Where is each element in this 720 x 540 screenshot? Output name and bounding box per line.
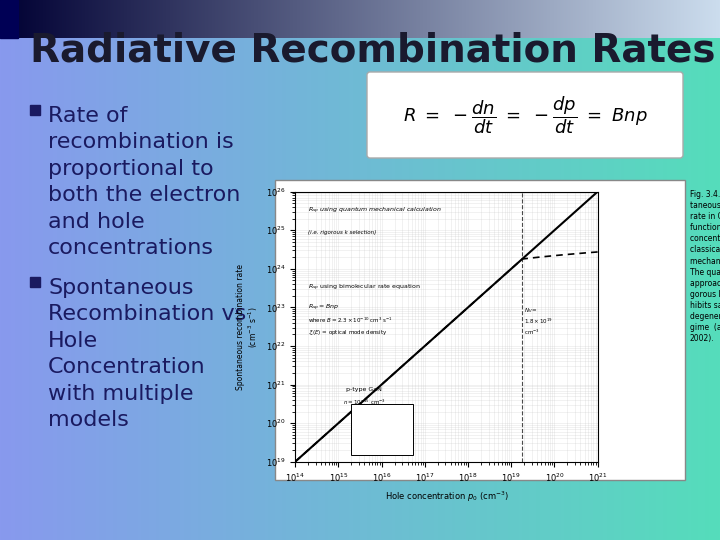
Text: where $B = 2.3 \times 10^{-10}$ cm$^3$ s$^{-1}$: where $B = 2.3 \times 10^{-10}$ cm$^3$ s… xyxy=(308,316,393,325)
Text: (i.e. rigorous k selection): (i.e. rigorous k selection) xyxy=(308,230,377,235)
Text: $n = 10^{-15}$ cm$^{-3}$: $n = 10^{-15}$ cm$^{-3}$ xyxy=(343,397,386,407)
$R_{sp}$ bimolecular xyxy=(578,202,587,208)
FancyBboxPatch shape xyxy=(275,180,685,480)
FancyBboxPatch shape xyxy=(367,72,683,158)
Text: $T = 300$ K: $T = 300$ K xyxy=(351,414,379,422)
$R_{sp}$ bimolecular xyxy=(567,212,576,218)
$R_{sp}$ bimolecular xyxy=(291,458,300,465)
Text: $\mathcal{Z}(E)$ = optical mode density: $\mathcal{Z}(E)$ = optical mode density xyxy=(308,328,388,338)
Bar xyxy=(0,0,18,38)
X-axis label: Hole concentration $p_0$ (cm$^{-3}$): Hole concentration $p_0$ (cm$^{-3}$) xyxy=(384,489,508,504)
$R_{sp}$ QM xyxy=(593,249,602,255)
$R_{sp}$ bimolecular xyxy=(309,442,318,449)
Line: $R_{sp}$ bimolecular: $R_{sp}$ bimolecular xyxy=(295,192,598,462)
$R_{sp}$ QM xyxy=(578,250,587,256)
$R_{sp}$ bimolecular xyxy=(303,448,312,454)
$R_{sp}$ QM xyxy=(372,387,380,393)
Line: $R_{sp}$ QM: $R_{sp}$ QM xyxy=(295,252,598,462)
Text: Fig. 3.4. Calculated spon-
taneous  recombination
rate in GaN at 300 K as a
func: Fig. 3.4. Calculated spon- taneous recom… xyxy=(690,190,720,343)
FancyBboxPatch shape xyxy=(351,404,413,455)
$R_{sp}$ QM xyxy=(303,448,312,454)
Text: Spontaneous
Recombination vs
Hole
Concentration
with multiple
models: Spontaneous Recombination vs Hole Concen… xyxy=(48,278,246,430)
Bar xyxy=(30,105,40,115)
$R_{sp}$ QM xyxy=(309,442,318,449)
Text: $R_{sp}$ using quantum mechanical calculation: $R_{sp}$ using quantum mechanical calcul… xyxy=(308,206,442,216)
Y-axis label: Spontaneous recombination rate
(cm$^{-3}$ s$^{-1}$): Spontaneous recombination rate (cm$^{-3}… xyxy=(235,264,260,390)
$R_{sp}$ QM xyxy=(291,458,300,465)
$R_{sp}$ QM xyxy=(347,408,356,415)
Text: $N_V =$
$1.8 \times 10^{19}$
cm$^{-3}$: $N_V =$ $1.8 \times 10^{19}$ cm$^{-3}$ xyxy=(524,306,553,336)
$R_{sp}$ bimolecular xyxy=(593,188,602,195)
Bar xyxy=(30,277,40,287)
Text: Radiative Recombination Rates: Radiative Recombination Rates xyxy=(30,31,716,69)
$R_{sp}$ bimolecular xyxy=(347,408,356,415)
$R_{sp}$ bimolecular xyxy=(372,387,380,393)
Text: $R_{sp}$ using bimolecular rate equation: $R_{sp}$ using bimolecular rate equation xyxy=(308,283,421,293)
Text: $R_{sp} = Bnp$: $R_{sp} = Bnp$ xyxy=(308,303,339,313)
Text: Rate of
recombination is
proportional to
both the electron
and hole
concentratio: Rate of recombination is proportional to… xyxy=(48,106,240,258)
Text: $R\ =\ -\dfrac{dn}{dt}\ =\ -\dfrac{dp}{dt}\ =\ Bnp$: $R\ =\ -\dfrac{dn}{dt}\ =\ -\dfrac{dp}{d… xyxy=(402,94,647,136)
$R_{sp}$ QM xyxy=(567,251,576,257)
Text: p-type GaN: p-type GaN xyxy=(346,387,382,392)
